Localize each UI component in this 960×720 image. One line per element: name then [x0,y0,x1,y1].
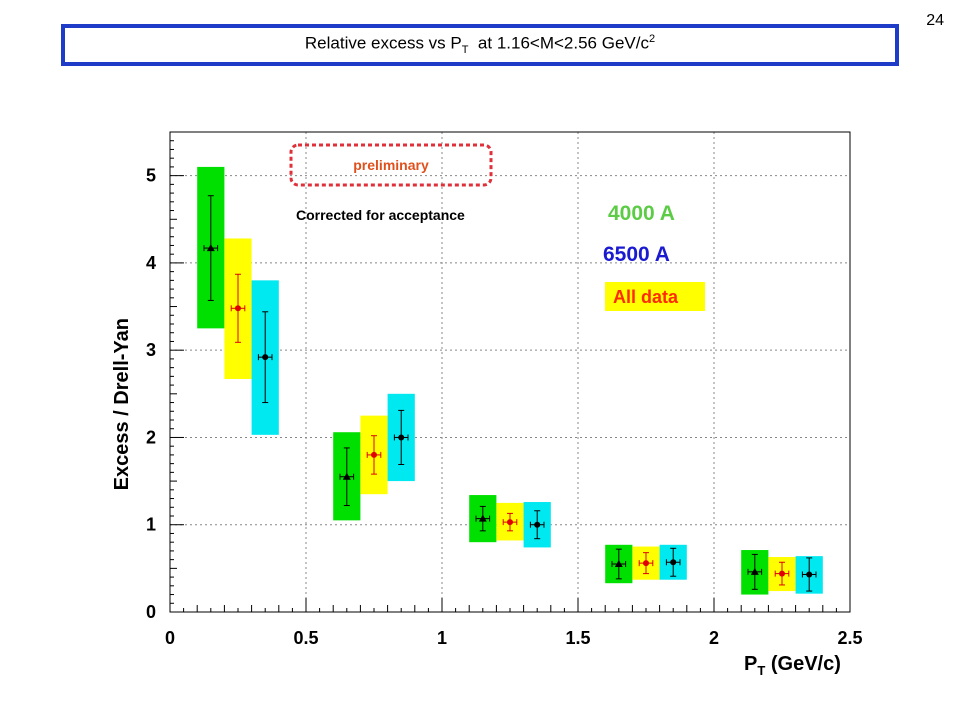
x-tick-label: 2.5 [837,628,862,648]
marker-6500a [262,354,269,361]
legend-entry-alldata-bg [605,282,705,311]
x-axis-title-rest: (GeV/c) [765,653,841,675]
marker-alldata [643,560,649,567]
x-tick-label: 1 [437,628,447,648]
legend-entry-alldata: All data [613,287,679,307]
x-axis-title: PT (GeV/c) [744,653,841,678]
slide-number: 24 [926,12,944,29]
title-text: Relative excess vs PT at 1.16<M<2.56 GeV… [305,33,655,56]
title-sub: T [461,44,469,57]
marker-alldata [235,305,241,312]
markers [206,244,813,578]
acceptance-note: Corrected for acceptance [296,207,465,223]
y-tick-label: 3 [146,340,156,360]
title-middle: at 1.16<M<2.56 GeV/c [468,34,649,54]
marker-alldata [779,570,785,577]
title-prefix: Relative excess vs P [304,34,462,54]
title-sup: 2 [648,33,656,46]
y-tick-label: 0 [146,602,156,622]
marker-4000a [614,560,623,567]
legend-entry-4000a: 4000 A [608,202,675,225]
preliminary-label: preliminary [353,157,429,173]
marker-alldata [371,451,377,458]
y-tick-label: 1 [146,515,156,535]
legend-entry-6500a: 6500 A [603,243,670,266]
tick-labels: 0 0.5 1 1.5 2 2.5 0 1 2 3 4 5 [146,166,863,648]
marker-4000a [342,472,351,480]
y-tick-label: 4 [146,253,156,273]
preliminary-box [289,143,493,187]
x-axis-title-p: P [744,653,757,675]
marker-4000a [206,244,215,252]
x-axis-title-sub: T [757,663,765,678]
marker-6500a [398,434,405,441]
title-box: Relative excess vs PT at 1.16<M<2.56 GeV… [61,24,899,66]
y-tick-label: 2 [146,427,156,447]
x-tick-label: 0 [165,628,175,648]
marker-4000a [750,567,759,575]
x-tick-label: 0.5 [293,628,318,648]
marker-6500a [534,521,541,528]
x-tick-label: 1.5 [565,628,590,648]
y-axis-title: Excess / Drell-Yan [111,318,133,490]
x-tick-label: 2 [709,628,719,648]
axes [169,131,851,613]
marker-alldata [507,519,513,526]
marker-4000a [478,514,487,522]
marker-6500a [806,571,813,578]
marker-6500a [670,559,677,566]
y-tick-label: 5 [146,166,156,186]
